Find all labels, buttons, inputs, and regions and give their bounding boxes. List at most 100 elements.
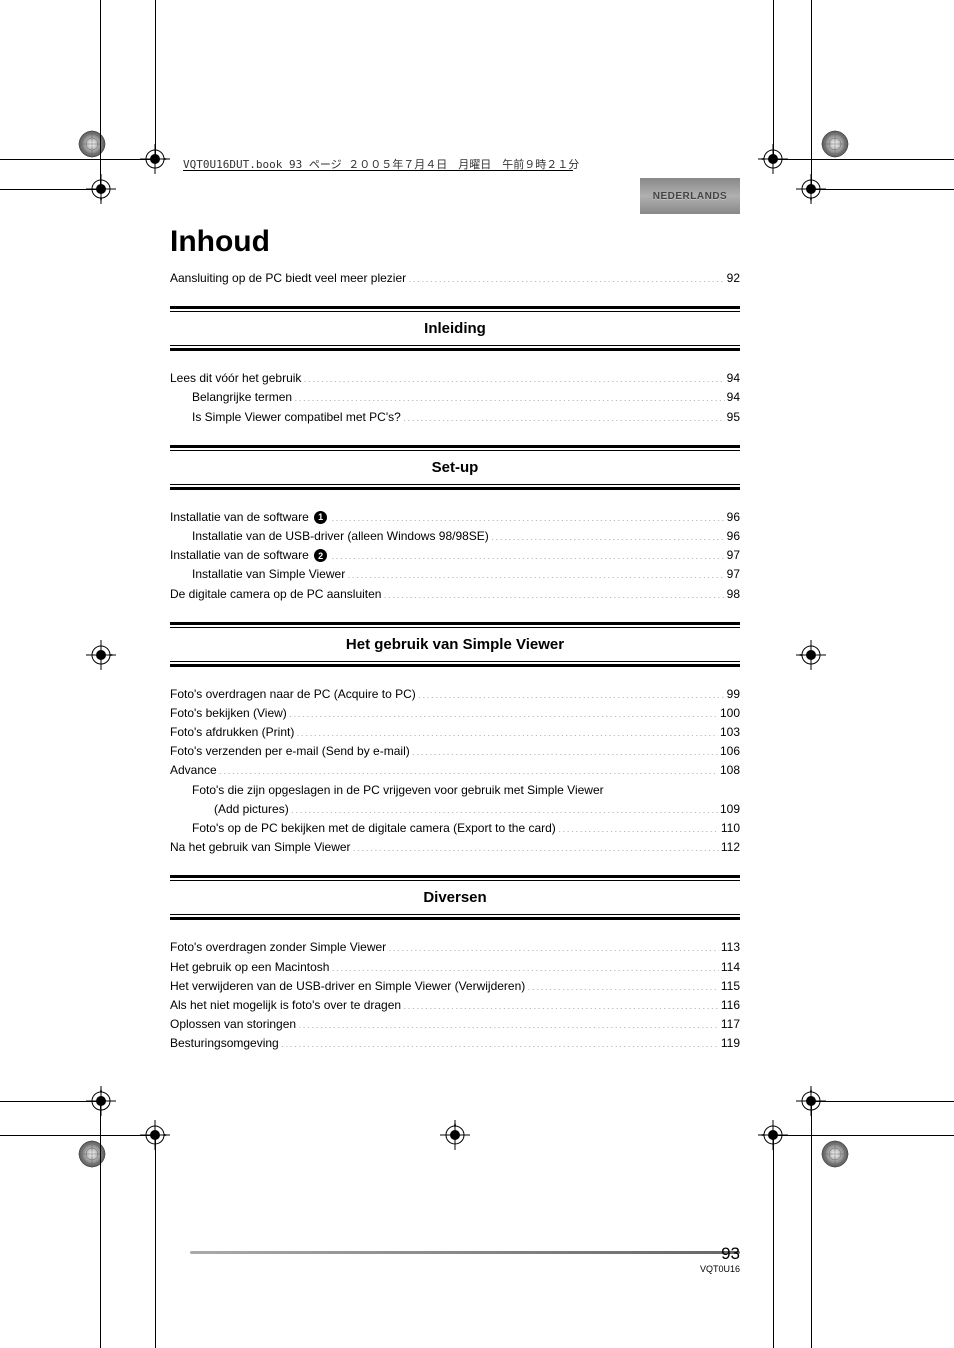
divider-thick xyxy=(170,875,740,878)
toc-entry: Besturingsomgeving 119 xyxy=(170,1034,740,1053)
toc-leader-dots xyxy=(331,959,718,971)
divider-thin xyxy=(170,627,740,628)
toc-page: 97 xyxy=(727,546,740,565)
toc-label: Het gebruik op een Macintosh xyxy=(170,958,329,977)
toc-label: Is Simple Viewer compatibel met PC's? xyxy=(192,408,401,427)
toc-page: 99 xyxy=(727,685,740,704)
toc-label: Installatie van de software 2 xyxy=(170,546,329,565)
toc-page: 119 xyxy=(721,1034,740,1053)
guide-line xyxy=(155,0,156,155)
toc-entry: Aansluiting op de PC biedt veel meer ple… xyxy=(170,269,740,288)
toc-leader-dots xyxy=(388,939,719,951)
toc-page: 108 xyxy=(720,761,740,780)
numbered-badge-icon: 1 xyxy=(314,511,327,524)
toc-label: Installatie van Simple Viewer xyxy=(192,565,345,584)
page-title: Inhoud xyxy=(170,225,740,259)
toc-leader-dots xyxy=(219,762,718,774)
register-mark-icon xyxy=(440,1120,470,1150)
toc-entry: Na het gebruik van Simple Viewer 112 xyxy=(170,838,740,857)
toc-page: 98 xyxy=(727,585,740,604)
toc-page: 94 xyxy=(727,369,740,388)
toc-page: 100 xyxy=(720,704,740,723)
crop-mark-icon xyxy=(821,130,849,158)
toc-leader-dots xyxy=(408,270,725,282)
divider-thin xyxy=(170,311,740,312)
footer: 93 VQT0U16 xyxy=(700,1244,740,1274)
toc-page: 109 xyxy=(720,800,740,819)
toc-leader-dots xyxy=(296,724,718,736)
toc-label: Foto's overdragen naar de PC (Acquire to… xyxy=(170,685,416,704)
toc-label: Als het niet mogelijk is foto's over te … xyxy=(170,996,401,1015)
section-entries: Foto's overdragen zonder Simple Viewer 11… xyxy=(170,938,740,1053)
toc-page: 103 xyxy=(720,723,740,742)
toc-entry-wrap: Foto's die zijn opgeslagen in de PC vrij… xyxy=(170,781,740,800)
toc-leader-dots xyxy=(281,1035,719,1047)
toc-entry: Oplossen van storingen117 xyxy=(170,1015,740,1034)
guide-line xyxy=(0,1101,100,1102)
toc-label: Foto's afdrukken (Print) xyxy=(170,723,294,742)
divider-thick xyxy=(170,622,740,625)
toc-page: 115 xyxy=(721,977,740,996)
doc-code: VQT0U16 xyxy=(700,1264,740,1274)
toc-label: Na het gebruik van Simple Viewer xyxy=(170,838,351,857)
divider-thick xyxy=(170,664,740,667)
page-content: VQT0U16DUT.book 93 ページ ２００５年７月４日 月曜日 午前９… xyxy=(170,150,740,1054)
toc-leader-dots xyxy=(294,389,725,401)
toc-label: Foto's op de PC bekijken met de digitale… xyxy=(192,819,556,838)
toc-label: Lees dit vóór het gebruik xyxy=(170,369,301,388)
toc-label: (Add pictures) xyxy=(214,800,289,819)
toc-entry: Foto's bekijken (View)100 xyxy=(170,704,740,723)
toc-leader-dots xyxy=(291,801,718,813)
toc-entry: Foto's overdragen naar de PC (Acquire to… xyxy=(170,685,740,704)
sections-container: InleidingLees dit vóór het gebruik94Bela… xyxy=(170,306,740,1053)
toc-section: InleidingLees dit vóór het gebruik94Bela… xyxy=(170,306,740,427)
toc-leader-dots xyxy=(331,509,725,521)
toc-page: 112 xyxy=(721,838,740,857)
toc-leader-dots xyxy=(491,528,725,540)
divider-thick xyxy=(170,306,740,309)
divider-thin xyxy=(170,914,740,915)
toc-leader-dots xyxy=(303,370,724,382)
guide-line xyxy=(0,159,154,160)
guide-line xyxy=(811,0,812,188)
toc-page: 113 xyxy=(721,938,740,957)
crop-mark-icon xyxy=(78,1140,106,1168)
toc-entry: Het gebruik op een Macintosh 114 xyxy=(170,958,740,977)
divider-thin xyxy=(170,880,740,881)
section-heading: Het gebruik van Simple Viewer xyxy=(170,636,740,653)
guide-line xyxy=(100,0,101,188)
toc-page: 92 xyxy=(727,269,740,288)
toc-leader-dots xyxy=(383,586,724,598)
toc-label: Besturingsomgeving xyxy=(170,1034,279,1053)
guide-line xyxy=(0,189,100,190)
toc-label: Belangrijke termen xyxy=(192,388,292,407)
toc-entry: Installatie van de USB-driver (alleen Wi… xyxy=(170,527,740,546)
section-heading: Diversen xyxy=(170,889,740,906)
toc-label: Het verwijderen van de USB-driver en Sim… xyxy=(170,977,525,996)
guide-line xyxy=(155,1135,156,1348)
guide-line xyxy=(775,1135,954,1136)
guide-line xyxy=(0,1135,154,1136)
toc-entry: Het verwijderen van de USB-driver en Sim… xyxy=(170,977,740,996)
toc-entry: Lees dit vóór het gebruik 94 xyxy=(170,369,740,388)
toc-label: Installatie van de software 1 xyxy=(170,508,329,527)
divider-thin xyxy=(170,345,740,346)
toc-leader-dots xyxy=(558,820,719,832)
toc-label: Aansluiting op de PC biedt veel meer ple… xyxy=(170,269,406,288)
toc-page: 117 xyxy=(721,1015,740,1034)
toc-entry: Foto's verzenden per e-mail (Send by e-m… xyxy=(170,742,740,761)
guide-line xyxy=(811,1102,812,1348)
toc-leader-dots xyxy=(418,686,725,698)
toc-label: Foto's overdragen zonder Simple Viewer xyxy=(170,938,386,957)
numbered-badge-icon: 2 xyxy=(314,549,327,562)
toc-leader-dots xyxy=(527,978,719,990)
toc-entry: Foto's afdrukken (Print) 103 xyxy=(170,723,740,742)
toc-label: Installatie van de USB-driver (alleen Wi… xyxy=(192,527,489,546)
language-badge: NEDERLANDS xyxy=(640,178,740,214)
toc-leader-dots xyxy=(289,705,718,717)
toc-leader-dots xyxy=(412,743,718,755)
header-underline xyxy=(183,170,573,171)
guide-line xyxy=(812,189,954,190)
toc-page: 114 xyxy=(721,958,740,977)
toc-page: 95 xyxy=(727,408,740,427)
